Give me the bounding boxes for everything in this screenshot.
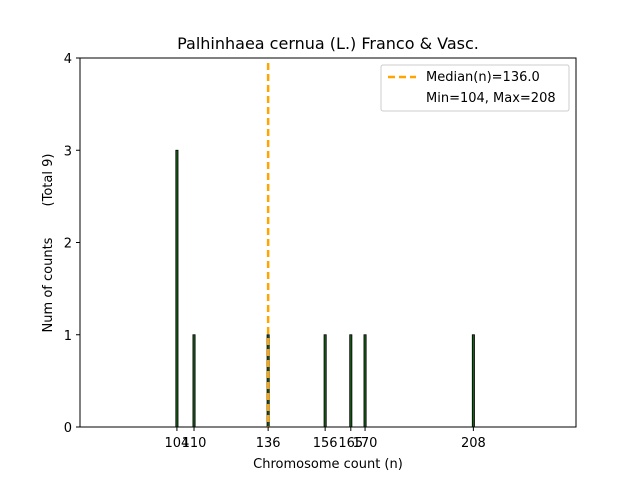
bars-group xyxy=(175,149,475,428)
x-tick-label-136: 136 xyxy=(256,436,281,451)
y-tick-label-0: 0 xyxy=(64,421,72,436)
x-tick-label-165: 165 xyxy=(338,436,363,451)
bar-165 xyxy=(349,334,353,428)
x-tick-label-110: 110 xyxy=(182,436,207,451)
bar-170 xyxy=(363,334,367,428)
bar-208 xyxy=(471,334,475,428)
bar-156 xyxy=(323,334,327,428)
y-axis-ticks: 0 1 2 3 4 xyxy=(64,52,80,436)
x-tick-label-104: 104 xyxy=(165,436,190,451)
y-tick-label-1: 1 xyxy=(64,329,72,344)
x-tick-label-208: 208 xyxy=(461,436,486,451)
bar-104 xyxy=(175,149,179,428)
bar-136 xyxy=(266,334,270,428)
legend-box xyxy=(380,64,570,112)
x-tick-label-156: 156 xyxy=(313,436,338,451)
x-tick-label-170: 170 xyxy=(353,436,378,451)
legend: Median(n)=136.0 Min=104, Max=208 xyxy=(380,64,570,112)
plot-area-frame xyxy=(79,57,577,428)
y-tick-label-4: 4 xyxy=(64,52,72,67)
y-axis-label: Num of counts xyxy=(41,237,56,332)
y-tick-label-2: 2 xyxy=(64,237,72,252)
legend-minmax-label: Min=104, Max=208 xyxy=(426,91,556,106)
chart-title: Palhinhaea cernua (L.) Franco & Vasc. xyxy=(177,34,479,53)
y-axis-total-label: (Total 9) xyxy=(41,154,56,207)
y-tick-label-3: 3 xyxy=(64,144,72,159)
x-axis-label: Chromosome count (n) xyxy=(253,457,403,472)
legend-median-label: Median(n)=136.0 xyxy=(426,70,540,85)
bar-110 xyxy=(192,334,196,428)
